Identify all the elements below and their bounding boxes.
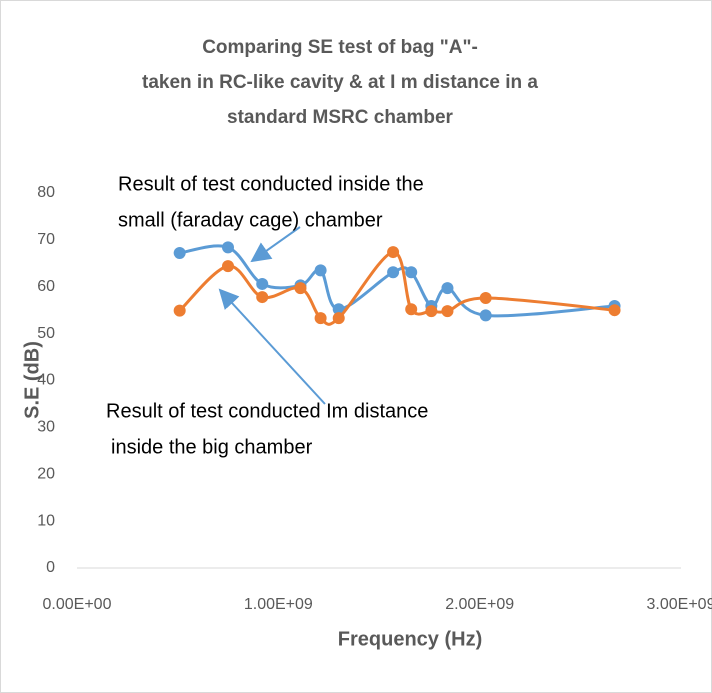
y-axis-title: S.E (dB) — [21, 341, 43, 419]
y-tick-label: 80 — [37, 184, 55, 201]
data-point — [314, 264, 327, 277]
y-tick-label: 40 — [37, 372, 55, 389]
data-point — [173, 247, 186, 259]
data-point — [256, 291, 269, 304]
x-tick-label: 1.00E+09 — [244, 596, 313, 613]
data-point — [173, 304, 186, 317]
data-point — [608, 304, 621, 317]
data-point — [425, 305, 438, 318]
data-point — [222, 260, 234, 273]
data-point — [314, 312, 327, 325]
annotation-arrow — [218, 288, 326, 405]
y-tick-label: 50 — [37, 325, 55, 342]
data-point — [405, 303, 418, 316]
x-tick-label: 3.00E+09 — [647, 596, 712, 613]
data-point — [332, 312, 345, 325]
y-tick-label: 70 — [37, 231, 55, 248]
data-point — [294, 282, 307, 295]
y-tick-label: 30 — [37, 419, 55, 436]
annotation: Result of test conducted inside the — [118, 173, 424, 195]
data-point — [387, 266, 400, 279]
y-tick-label: 20 — [37, 465, 55, 482]
data-point — [441, 282, 454, 295]
chart-title: standard MSRC chamber — [227, 107, 454, 128]
data-point — [479, 292, 492, 304]
annotation-arrow — [250, 226, 301, 263]
annotation: small (faraday cage) chamber — [118, 209, 383, 231]
data-point — [479, 309, 492, 322]
y-tick-label: 0 — [46, 559, 55, 576]
data-point — [222, 241, 234, 254]
y-tick-label: 10 — [37, 512, 55, 529]
data-point — [387, 246, 400, 259]
data-point — [405, 266, 418, 279]
annotation: Result of test conducted Im distance — [106, 400, 428, 422]
x-tick-label: 2.00E+09 — [445, 596, 514, 613]
x-tick-label: 0.00E+00 — [43, 596, 112, 613]
annotation: inside the big chamber — [111, 436, 313, 458]
data-point — [441, 305, 454, 318]
data-point — [256, 277, 269, 290]
y-tick-label: 60 — [37, 278, 55, 295]
chart-title: Comparing SE test of bag "A"- — [202, 37, 478, 58]
chart-title: taken in RC-like cavity & at I m distanc… — [142, 72, 538, 93]
x-axis-title: Frequency (Hz) — [338, 628, 482, 650]
data-point — [332, 303, 345, 316]
